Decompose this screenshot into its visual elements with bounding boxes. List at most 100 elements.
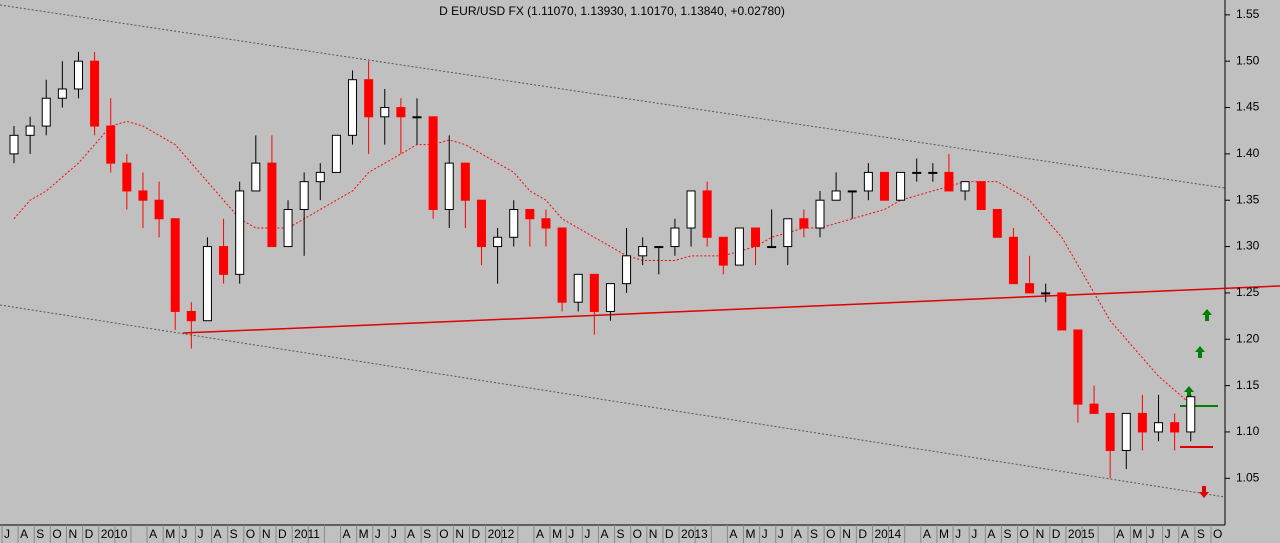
candle-body — [202, 246, 212, 322]
y-tick-label: 1.15 — [1236, 378, 1260, 392]
candle-body — [348, 79, 358, 136]
x-tick-label: D — [85, 527, 94, 541]
candle-body — [73, 60, 83, 90]
candle-body — [219, 246, 229, 275]
x-tick-label: A — [987, 527, 995, 541]
candle-body — [896, 171, 906, 201]
candle-body — [90, 60, 100, 127]
x-tick-label: 2010 — [101, 527, 128, 541]
candle-body — [1057, 292, 1067, 331]
x-tick-label: O — [826, 527, 835, 541]
channel-upper — [0, 4, 1226, 189]
x-tick-label: A — [343, 527, 351, 541]
x-tick-label: A — [407, 527, 415, 541]
x-tick-label: J — [778, 527, 784, 541]
x-tick-label: J — [4, 527, 10, 541]
candle-body — [315, 171, 325, 183]
candle-body — [589, 273, 599, 312]
candle-body — [493, 236, 503, 248]
candle-body — [622, 255, 632, 285]
y-tick-label: 1.20 — [1236, 331, 1260, 345]
x-tick-label: A — [20, 527, 28, 541]
candle-body — [525, 208, 535, 220]
x-tick-label: A — [794, 527, 802, 541]
candle-body — [138, 190, 148, 201]
x-tick-label: 2011 — [294, 527, 320, 541]
candle-body — [1186, 396, 1196, 433]
x-tick-label: A — [149, 527, 157, 541]
candle-body — [41, 97, 51, 127]
candle-body — [1121, 412, 1131, 451]
candle-body — [654, 246, 664, 249]
candle-body — [557, 227, 567, 303]
x-tick-label: D — [665, 527, 674, 541]
x-tick-label: A — [923, 527, 931, 541]
x-tick-label: O — [633, 527, 642, 541]
candle-body — [267, 162, 277, 248]
candle-body — [460, 162, 470, 201]
candle-body — [1025, 283, 1035, 294]
y-tick-label: 1.40 — [1236, 146, 1260, 160]
candle-body — [734, 227, 744, 266]
x-tick-label: J — [955, 527, 961, 541]
candle-body — [541, 218, 551, 229]
y-tick-label: 1.05 — [1236, 470, 1260, 484]
candle-body — [638, 246, 648, 257]
candle-body — [235, 190, 245, 275]
candle-body — [863, 171, 873, 192]
candle-body — [186, 310, 196, 322]
candle-body — [783, 218, 793, 248]
x-tick-label: A — [214, 527, 222, 541]
x-tick-label: O — [52, 527, 61, 541]
x-tick-label: N — [649, 527, 658, 541]
x-tick-label: M — [359, 527, 369, 541]
x-tick-label: N — [455, 527, 464, 541]
candle-body — [299, 181, 309, 210]
x-tick-label: M — [1132, 527, 1142, 541]
candle-body — [428, 116, 438, 210]
candle-body — [751, 227, 761, 248]
candle-body — [25, 125, 35, 136]
x-tick-label: O — [1020, 527, 1029, 541]
candle-body — [831, 190, 841, 201]
x-tick-label: S — [36, 527, 44, 541]
x-tick-label: 2012 — [488, 527, 515, 541]
candle-body — [251, 162, 261, 192]
x-tick-label: D — [278, 527, 287, 541]
candle-body — [444, 162, 454, 210]
y-tick-label: 1.35 — [1236, 192, 1260, 206]
candle-body — [799, 218, 809, 229]
x-tick-label: A — [1181, 527, 1189, 541]
x-tick-label: D — [858, 527, 867, 541]
candle-body — [412, 116, 422, 119]
candle-body — [718, 236, 728, 266]
x-tick-label: J — [181, 527, 187, 541]
candle-body — [702, 190, 712, 238]
candle-body — [509, 208, 519, 238]
candle-body — [9, 134, 19, 155]
y-tick-label: 1.50 — [1236, 53, 1260, 67]
x-tick-label: J — [391, 527, 397, 541]
x-tick-label: A — [1116, 527, 1124, 541]
x-tick-label: M — [746, 527, 756, 541]
x-tick-label: O — [1213, 527, 1222, 541]
x-tick-label: M — [939, 527, 949, 541]
candle-body — [283, 208, 293, 248]
candle-body — [1073, 329, 1083, 405]
x-tick-label: A — [729, 527, 737, 541]
x-tick-label: M — [552, 527, 562, 541]
candle-body — [605, 283, 615, 312]
x-tick-label: M — [165, 527, 175, 541]
moving-average — [13, 120, 1192, 405]
x-tick-label: O — [246, 527, 255, 541]
candle-body — [767, 246, 777, 249]
candle-body — [331, 134, 341, 173]
x-tick-label: 2013 — [681, 527, 708, 541]
x-tick-label: J — [1165, 527, 1171, 541]
candle-body — [960, 181, 970, 192]
x-tick-label: J — [584, 527, 590, 541]
candle-body — [686, 190, 696, 229]
x-tick-label: S — [1197, 527, 1205, 541]
